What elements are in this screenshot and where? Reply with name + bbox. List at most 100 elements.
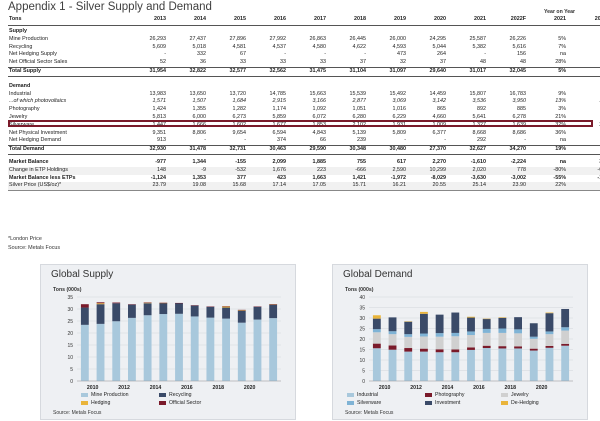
- total-row: Total Demand 32,930 31,478 32,731 30,463 29,5…: [8, 145, 600, 155]
- global-demand-chart: Global Demand Tons (000s) 0 5 10 15 20 25 30 35…: [332, 264, 588, 420]
- row-label: Jewelry: [9, 113, 28, 120]
- table-cell: 2,270: [432, 158, 447, 165]
- row-label: Supply: [9, 28, 27, 34]
- table-cell: 38%: [566, 159, 600, 167]
- table-cell: 36: [200, 59, 206, 66]
- table-row: Market Balance less ETPs -1,124 1,353 377 42…: [8, 175, 600, 183]
- bar-segment: [404, 348, 413, 352]
- x-tick-label: 2018: [212, 385, 224, 391]
- bar-segment: [404, 336, 413, 349]
- header-year: 2022F: [566, 15, 600, 26]
- row-label: Silverware: [9, 121, 35, 128]
- bar-segment: [96, 323, 105, 381]
- table-cell: -62%: [566, 166, 600, 175]
- header-year: 2013: [126, 15, 166, 26]
- footnote: *London Price: [8, 236, 42, 242]
- table-cell: 1,421: [352, 174, 367, 181]
- chart-title: Global Supply: [51, 269, 114, 280]
- bar-segment: [545, 313, 554, 332]
- table-cell: 31,104: [326, 66, 366, 77]
- row-label: Change in ETP Holdings: [8, 166, 126, 175]
- legend-item: Silverware: [347, 400, 381, 406]
- header-year: 2014: [166, 15, 206, 26]
- page-title: Appendix 1 - Silver Supply and Demand: [8, 1, 212, 13]
- bar-segment: [372, 343, 381, 349]
- table-cell: na: [560, 137, 566, 144]
- table-cell: 5,139: [352, 129, 367, 136]
- table-cell: 755: [357, 158, 366, 165]
- table-cell: [206, 81, 246, 91]
- row-label: Total Demand: [8, 145, 126, 155]
- table-cell: 865: [437, 106, 446, 113]
- table-cell: 1,092: [312, 106, 327, 113]
- table-cell: 24,295: [429, 35, 447, 42]
- bar-segment: [143, 302, 152, 304]
- header-year: 2022F: [486, 15, 526, 26]
- table-cell: 36%: [555, 129, 566, 136]
- table-row: Photography 1,424 1,355 1,282 1,174 1,092 1,05…: [8, 106, 600, 114]
- bar-segment: [498, 328, 507, 333]
- table-row: Change in ETP Holdings 148 -9 -532 1,676 223-…: [8, 166, 600, 175]
- table-cell: 12%: [566, 98, 600, 106]
- legend-swatch: [81, 393, 88, 397]
- bar-segment: [451, 336, 460, 350]
- table-cell: 32,930: [126, 145, 166, 155]
- table-cell: 14,785: [269, 90, 287, 97]
- table-cell: [446, 26, 486, 36]
- legend-swatch: [425, 401, 432, 405]
- table-cell: 4,537: [272, 43, 287, 50]
- bar-segment: [498, 317, 507, 318]
- table-cell: 27,992: [269, 35, 287, 42]
- bar-segment: [96, 304, 105, 324]
- table-cell: 2%: [566, 36, 600, 44]
- table-cell: 4,622: [352, 43, 367, 50]
- table-cell: [366, 81, 406, 91]
- bar-segment: [498, 332, 507, 347]
- table-cell: 32,822: [166, 66, 206, 77]
- table-cell: 1,663: [312, 174, 327, 181]
- legend-item: Hedging: [81, 400, 110, 406]
- bar-segment: [112, 321, 121, 381]
- bar-segment: [514, 346, 522, 349]
- legend-item: Industrial: [347, 392, 378, 398]
- table-cell: [406, 26, 446, 36]
- table-cell: 264: [437, 51, 446, 58]
- table-cell: [406, 81, 446, 91]
- table-cell: 67: [240, 51, 246, 58]
- legend-swatch: [501, 401, 508, 405]
- row-label: Mine Production: [9, 35, 48, 42]
- table-cell: 148: [126, 166, 166, 175]
- chart-title: Global Demand: [343, 269, 413, 280]
- table-cell: [326, 26, 366, 36]
- table-cell: 374: [277, 137, 286, 144]
- bar-segment: [435, 349, 444, 353]
- table-cell: [126, 26, 166, 36]
- bar-segment: [96, 302, 105, 304]
- table-cell: 48: [520, 59, 526, 66]
- table-cell: 1,009: [432, 121, 447, 128]
- bar-segment: [482, 328, 491, 333]
- bar-segment: [498, 317, 507, 329]
- table-cell: [166, 26, 206, 36]
- bar-segment: [237, 322, 246, 381]
- table-cell: 32: [400, 59, 406, 66]
- y-tick-label: 5: [362, 369, 365, 375]
- table-row: Jewelry 5,813 6,000 6,273 5,859 6,072 6,280 6,2…: [8, 114, 600, 122]
- bar-segment: [498, 346, 507, 349]
- table-cell: -1,972: [390, 174, 406, 181]
- table-cell: 48: [480, 59, 486, 66]
- y-tick-label: 40: [359, 295, 365, 301]
- row-label: Net Hedging Demand: [9, 137, 61, 144]
- bar-segment: [222, 306, 230, 308]
- row-label: Net Physical Investment: [9, 129, 67, 136]
- bar-segment: [372, 318, 381, 330]
- legend-swatch: [81, 401, 88, 405]
- bar-segment: [269, 318, 278, 381]
- demand-chart-plot: 0 5 10 15 20 25 30 35 40 2010 2012 2014 2016 2018 2020: [359, 295, 573, 391]
- table-row: Recycling 5,609 5,018 4,581 4,537 4,580 4,622 4…: [8, 44, 600, 52]
- table-row: Net Physical Investment 9,351 8,806 9,654 6,…: [8, 130, 600, 138]
- header-year: 2020: [406, 15, 446, 26]
- bar-segment: [80, 324, 89, 381]
- table-header-row: Tons 2013 2014 2015 2016 2017 2018 2019 2020 2021…: [8, 15, 600, 26]
- table-cell: 1,602: [232, 121, 247, 128]
